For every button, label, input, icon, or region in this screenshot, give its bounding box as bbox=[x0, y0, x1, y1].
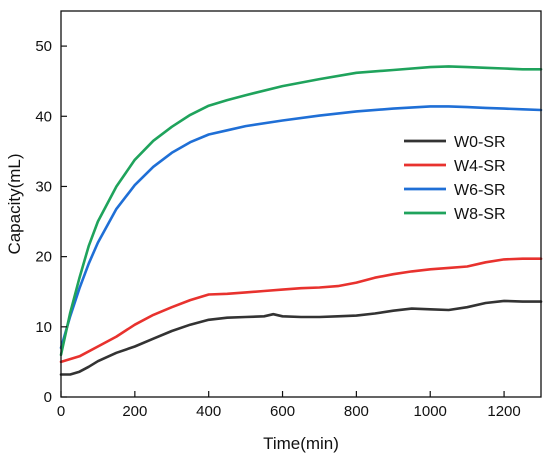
x-tick-label: 1000 bbox=[414, 403, 447, 420]
x-tick-label: 800 bbox=[344, 403, 369, 420]
y-tick-label: 20 bbox=[35, 249, 52, 266]
x-tick-label: 1200 bbox=[487, 403, 520, 420]
x-axis-title: Time(min) bbox=[263, 434, 339, 453]
series-line-w8-sr bbox=[59, 65, 543, 357]
legend-label: W0-SR bbox=[454, 134, 506, 151]
x-tick-label: 400 bbox=[196, 403, 221, 420]
series-line-w6-sr bbox=[59, 105, 543, 350]
series-line-w4-sr bbox=[59, 257, 543, 364]
x-tick-label: 600 bbox=[270, 403, 295, 420]
x-tick-label: 200 bbox=[122, 403, 147, 420]
y-tick-label: 50 bbox=[35, 38, 52, 55]
y-tick-label: 0 bbox=[44, 389, 52, 406]
plot-frame bbox=[60, 10, 542, 398]
y-tick-label: 10 bbox=[35, 319, 52, 336]
ticks-layer: 0 200 400 600 800 1000 1200 0 10 20 30 40 50 bbox=[35, 38, 520, 420]
legend-label: W6-SR bbox=[454, 182, 506, 199]
y-tick-label: 30 bbox=[35, 178, 52, 195]
y-tick-label: 40 bbox=[35, 108, 52, 125]
y-axis-title: Capacity(mL) bbox=[5, 153, 24, 254]
legend-label: W8-SR bbox=[454, 206, 506, 223]
series-layer bbox=[59, 65, 543, 376]
legend-label: W4-SR bbox=[454, 158, 506, 175]
legend: W0-SR W4-SR W6-SR W8-SR bbox=[404, 134, 506, 223]
x-tick-label: 0 bbox=[57, 403, 65, 420]
series-line-w0-sr bbox=[59, 299, 543, 376]
